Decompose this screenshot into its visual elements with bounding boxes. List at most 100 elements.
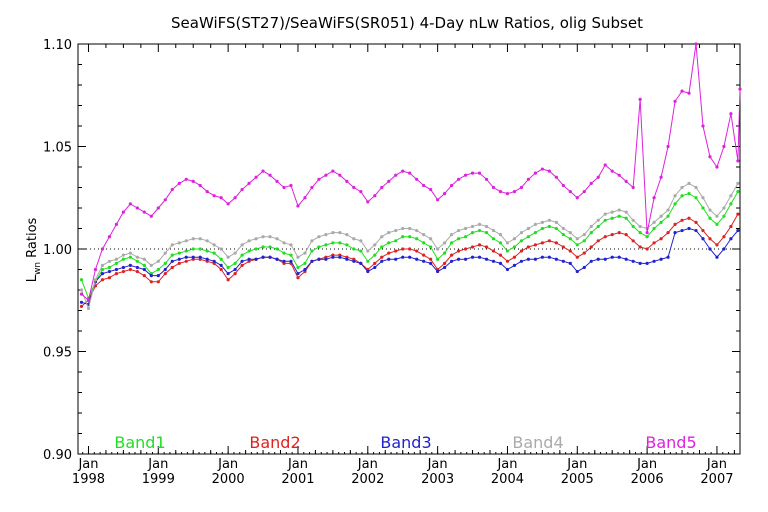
- data-point: [596, 224, 600, 229]
- data-point: [533, 231, 537, 235]
- data-point: [177, 181, 181, 185]
- data-point: [107, 235, 112, 239]
- data-point: [79, 304, 84, 308]
- data-point: [247, 239, 251, 243]
- data-point: [226, 255, 230, 259]
- data-point: [533, 243, 537, 247]
- data-point: [408, 255, 412, 259]
- data-point: [582, 251, 586, 255]
- data-point: [512, 190, 517, 194]
- data-point: [296, 204, 300, 208]
- data-point: [366, 259, 370, 263]
- data-point: [645, 247, 649, 251]
- data-point: [547, 169, 551, 173]
- data-point: [498, 253, 503, 257]
- data-point: [415, 249, 419, 253]
- data-point: [128, 263, 132, 267]
- data-point: [575, 269, 579, 274]
- data-point: [177, 257, 181, 261]
- data-point: [345, 243, 349, 247]
- data-point: [79, 292, 84, 296]
- data-point: [198, 237, 202, 241]
- data-point: [149, 274, 153, 278]
- data-point: [603, 212, 607, 216]
- data-point: [93, 267, 98, 272]
- x-tick-label-month: Jan: [287, 457, 308, 472]
- x-tick-label-month: Jan: [496, 457, 517, 472]
- data-point: [310, 185, 314, 190]
- data-point: [484, 231, 489, 235]
- data-point: [401, 235, 405, 239]
- data-point: [554, 241, 558, 245]
- data-point: [387, 241, 391, 245]
- data-point: [491, 249, 496, 253]
- series-band2: [79, 212, 740, 308]
- data-point: [296, 272, 300, 276]
- data-point: [149, 214, 153, 218]
- data-point: [645, 261, 649, 265]
- data-point: [233, 251, 237, 255]
- data-point: [345, 257, 349, 261]
- data-point: [240, 243, 244, 247]
- data-point: [589, 245, 593, 249]
- data-point: [519, 259, 524, 263]
- data-point: [212, 194, 216, 198]
- data-point: [275, 179, 279, 183]
- data-point: [121, 210, 125, 214]
- data-point: [736, 228, 740, 233]
- data-point: [135, 265, 139, 270]
- data-point: [533, 222, 537, 226]
- data-point: [443, 241, 447, 245]
- data-point: [659, 237, 663, 241]
- data-point: [261, 255, 265, 259]
- data-point: [352, 259, 356, 263]
- data-point: [394, 249, 398, 253]
- y-tick-label: 0.90: [43, 448, 72, 463]
- data-point: [135, 269, 139, 274]
- data-point: [540, 167, 544, 171]
- data-point: [233, 267, 237, 272]
- data-point: [666, 208, 670, 212]
- data-point: [449, 233, 454, 237]
- data-point: [310, 259, 314, 263]
- x-tick-label-month: Jan: [217, 457, 238, 472]
- data-point: [142, 257, 146, 261]
- legend-item-band2: Band2: [249, 433, 300, 452]
- data-point: [617, 255, 621, 259]
- data-point: [415, 228, 419, 233]
- svg-text:Lwn Ratios: Lwn Ratios: [25, 217, 43, 282]
- data-point: [422, 253, 426, 257]
- data-point: [708, 237, 712, 241]
- data-point: [589, 231, 593, 235]
- data-point: [177, 251, 181, 255]
- x-tick-label-month: Jan: [566, 457, 587, 472]
- data-point: [443, 192, 447, 196]
- data-point: [128, 267, 132, 272]
- data-point: [415, 257, 419, 261]
- data-point: [373, 243, 377, 247]
- data-point: [484, 177, 489, 181]
- data-point: [422, 183, 426, 188]
- data-point: [526, 235, 531, 239]
- data-point: [107, 276, 112, 280]
- data-point: [268, 235, 272, 239]
- data-point: [387, 231, 391, 235]
- data-point: [624, 216, 628, 220]
- data-point: [582, 233, 586, 237]
- legend-item-band4: Band4: [512, 433, 563, 452]
- data-point: [659, 214, 663, 218]
- data-point: [331, 241, 335, 245]
- data-point: [666, 255, 670, 259]
- data-point: [226, 272, 230, 276]
- data-point: [436, 269, 440, 274]
- data-point: [498, 190, 503, 194]
- legend-item-band3: Band3: [380, 433, 431, 452]
- data-point: [582, 190, 586, 194]
- data-point: [505, 241, 510, 245]
- data-point: [240, 187, 244, 192]
- data-point: [436, 247, 440, 251]
- data-point: [380, 255, 384, 259]
- y-tick-label: 1.00: [43, 243, 72, 258]
- data-point: [163, 272, 167, 276]
